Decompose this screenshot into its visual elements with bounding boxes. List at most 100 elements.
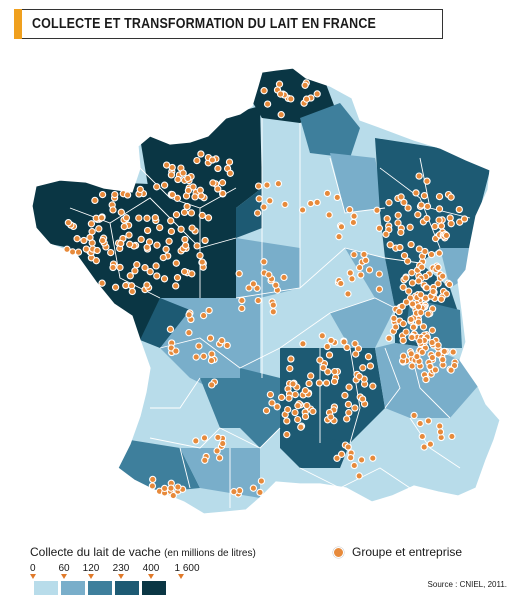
groupe-entreprise-point (351, 340, 359, 348)
groupe-entreprise-point (414, 318, 423, 326)
border-line (139, 167, 237, 209)
groupe-entreprise-point (167, 227, 176, 236)
groupe-entreprise-point (447, 193, 455, 201)
groupe-entreprise-point (135, 214, 143, 222)
groupe-entreprise-point (434, 263, 442, 272)
groupe-entreprise-point (447, 220, 455, 228)
groupe-entreprise-point (400, 198, 408, 207)
groupe-entreprise-point (341, 391, 349, 400)
groupe-entreprise-point (352, 350, 360, 358)
groupe-entreprise-point (455, 205, 463, 214)
groupe-entreprise-point (177, 225, 185, 233)
groupe-entreprise-point (151, 214, 159, 222)
region-correze (240, 368, 280, 448)
groupe-entreprise-point (136, 185, 144, 194)
groupe-entreprise-point (152, 262, 160, 270)
groupe-entreprise-point (369, 382, 377, 390)
groupe-entreprise-point (225, 158, 234, 166)
groupe-entreprise-point (417, 201, 425, 209)
groupe-entreprise-point (307, 372, 315, 380)
groupe-entreprise-point (434, 350, 442, 358)
source-note: Source : CNIEL, 2011. (427, 580, 507, 589)
groupe-entreprise-point (172, 211, 181, 219)
groupe-entreprise-point (277, 393, 286, 402)
legend-class-swatch (34, 581, 58, 595)
groupe-entreprise-point (95, 225, 103, 233)
legend-break-label: 60 (58, 563, 70, 574)
region-idf (262, 158, 345, 248)
groupe-entreprise-point (167, 171, 176, 179)
groupe-entreprise-point (181, 241, 190, 250)
legend-break-label: 230 (112, 563, 130, 574)
groupe-entreprise-point (343, 415, 351, 423)
legend-break-label: 0 (30, 563, 36, 574)
groupe-entreprise-point (260, 87, 268, 95)
groupe-entreprise-point (442, 231, 451, 240)
groupe-entreprise-point (64, 219, 73, 227)
groupe-entreprise-point (446, 214, 454, 222)
groupe-entreprise-point (434, 341, 442, 349)
groupe-entreprise-point (153, 241, 161, 249)
groupe-entreprise-point (280, 273, 288, 282)
break-tick (148, 574, 154, 579)
groupe-entreprise-point (92, 257, 100, 265)
groupe-entreprise-point (406, 223, 414, 231)
groupe-entreprise-point (402, 298, 411, 306)
groupe-entreprise-point (209, 179, 217, 187)
groupe-entreprise-points (63, 79, 469, 500)
groupe-entreprise-point (422, 375, 430, 384)
groupe-entreprise-point (184, 186, 193, 195)
groupe-entreprise-point (214, 433, 222, 442)
groupe-entreprise-point (323, 189, 332, 198)
groupe-entreprise-point (366, 362, 375, 370)
groupe-entreprise-point (386, 241, 394, 249)
groupe-entreprise-point (73, 235, 81, 243)
groupe-entreprise-point (345, 383, 353, 391)
groupe-entreprise-point (253, 209, 262, 217)
groupe-entreprise-point (407, 240, 415, 249)
groupe-entreprise-point (420, 192, 429, 200)
groupe-entreprise-point (204, 214, 213, 222)
groupe-entreprise-point (325, 211, 333, 219)
groupe-entreprise-point (213, 447, 221, 455)
groupe-entreprise-point (405, 287, 413, 295)
border-line (149, 427, 281, 449)
groupe-entreprise-point (316, 356, 324, 364)
groupe-entreprise-point (198, 211, 206, 220)
legend-scale-labels: 0 60 120 230 400 1 600 (30, 563, 210, 575)
groupe-entreprise-point (207, 356, 216, 365)
groupe-entreprise-point (126, 272, 134, 280)
france-choropleth-map (31, 67, 501, 515)
groupe-entreprise-point (206, 334, 215, 342)
groupe-entreprise-point (385, 199, 393, 207)
groupe-entreprise-point (307, 199, 315, 208)
groupe-entreprise-point (188, 224, 196, 232)
groupe-entreprise-point (346, 269, 354, 277)
groupe-entreprise-point (274, 180, 283, 188)
legend-unit: (en millions de litres) (164, 548, 256, 559)
groupe-entreprise-point (172, 282, 180, 290)
groupe-entreprise-point (418, 432, 426, 441)
groupe-entreprise-point (297, 423, 305, 431)
legend-class-swatch (142, 581, 166, 595)
groupe-entreprise-point (396, 243, 404, 252)
groupe-entreprise-point (439, 272, 447, 280)
region-vendee (140, 298, 190, 348)
groupe-entreprise-point (153, 183, 161, 191)
groupe-entreprise-point (199, 311, 208, 320)
legend-title: Collecte du lait de vache (en millions d… (30, 545, 256, 559)
groupe-entreprise-point (255, 195, 263, 203)
groupe-entreprise-point (192, 437, 200, 445)
groupe-entreprise-point (350, 251, 358, 259)
legend-break-label: 1 600 (174, 563, 200, 574)
groupe-entreprise-point (238, 304, 246, 313)
groupe-entreprise-point (126, 240, 134, 248)
groupe-entreprise-point (402, 328, 410, 336)
groupe-entreprise-point (109, 206, 117, 214)
groupe-entreprise-point (191, 193, 199, 201)
groupe-entreprise-point (431, 222, 439, 231)
groupe-entreprise-point (417, 308, 425, 317)
groupe-entreprise-point (214, 185, 222, 193)
groupe-entreprise-point (347, 454, 355, 462)
groupe-entreprise-point (283, 430, 291, 439)
